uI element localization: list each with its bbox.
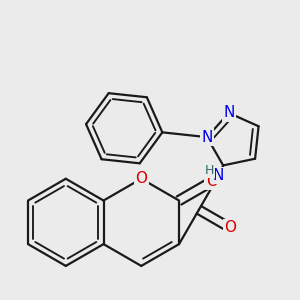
- Text: N: N: [223, 105, 235, 120]
- Text: O: O: [206, 174, 218, 189]
- Text: N: N: [213, 168, 224, 183]
- Text: N: N: [201, 130, 213, 145]
- Text: O: O: [224, 220, 236, 235]
- Text: H: H: [205, 164, 214, 176]
- Text: O: O: [135, 171, 147, 186]
